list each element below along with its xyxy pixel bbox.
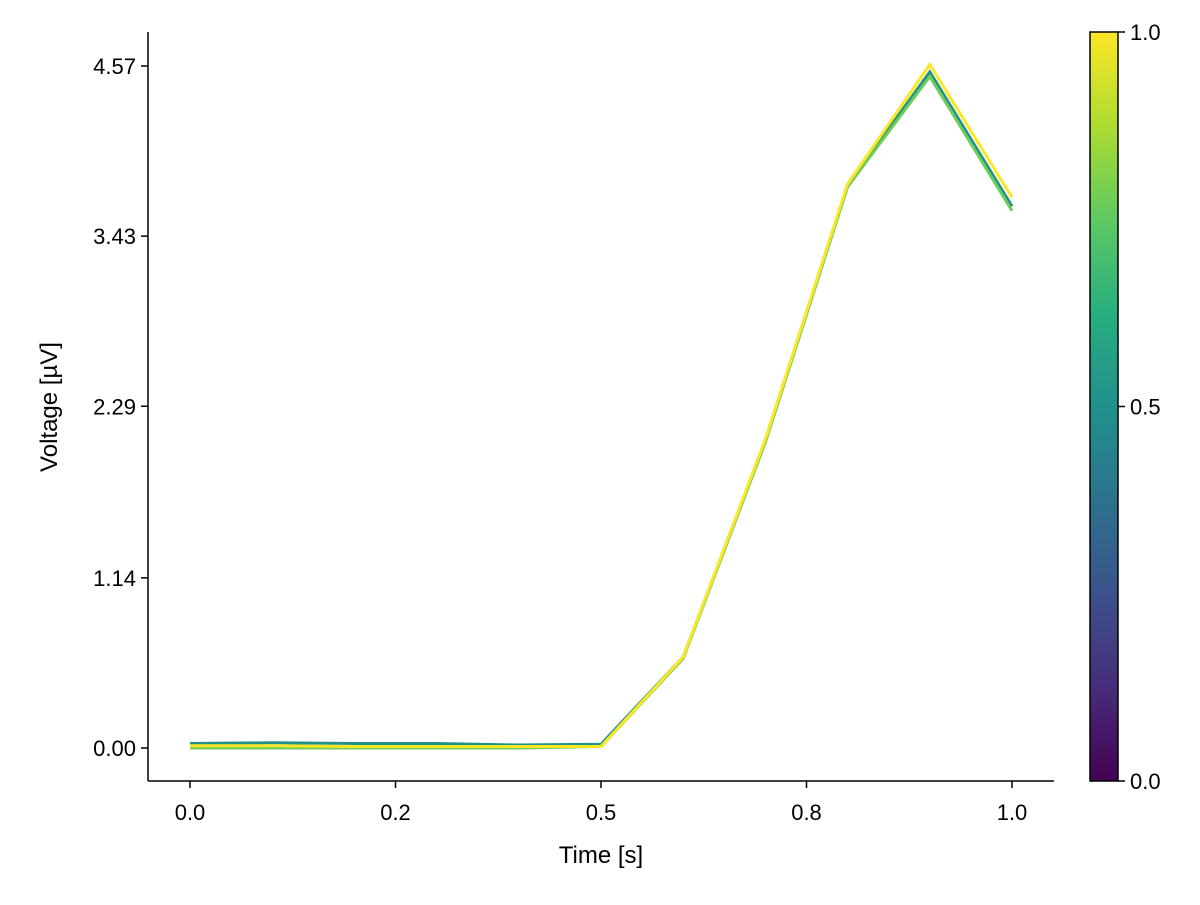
x-tick-label: 0.2: [380, 800, 411, 825]
ticks: 0.0 0.2 0.5 0.8 1.0 0.00 1.14 2.29 3.43 4.57: [93, 54, 1027, 825]
y-tick-label: 0.00: [93, 736, 136, 761]
y-tick-label: 3.43: [93, 224, 136, 249]
series-line-1: [190, 73, 1014, 750]
series-line-0: [189, 69, 1014, 747]
colorbar: [1089, 31, 1119, 782]
x-tick-label: 0.8: [791, 800, 822, 825]
series-line-2: [190, 61, 1014, 749]
series-layer: [189, 61, 1014, 750]
colorbar-ticks: 0.0 0.5 1.0: [1118, 20, 1161, 794]
colorbar-tick-label: 1.0: [1130, 20, 1161, 45]
x-tick-label: 1.0: [997, 800, 1028, 825]
y-tick-label: 2.29: [93, 394, 136, 419]
x-axis-label: Time [s]: [559, 842, 643, 869]
colorbar-tick-label: 0.0: [1130, 769, 1161, 794]
x-tick-label: 0.0: [175, 800, 206, 825]
y-tick-label: 1.14: [93, 566, 136, 591]
y-tick-label: 4.57: [93, 54, 136, 79]
colorbar-tick-label: 0.5: [1130, 395, 1161, 420]
y-axis-label: Voltage [µV]: [36, 342, 63, 472]
x-tick-label: 0.5: [586, 800, 617, 825]
